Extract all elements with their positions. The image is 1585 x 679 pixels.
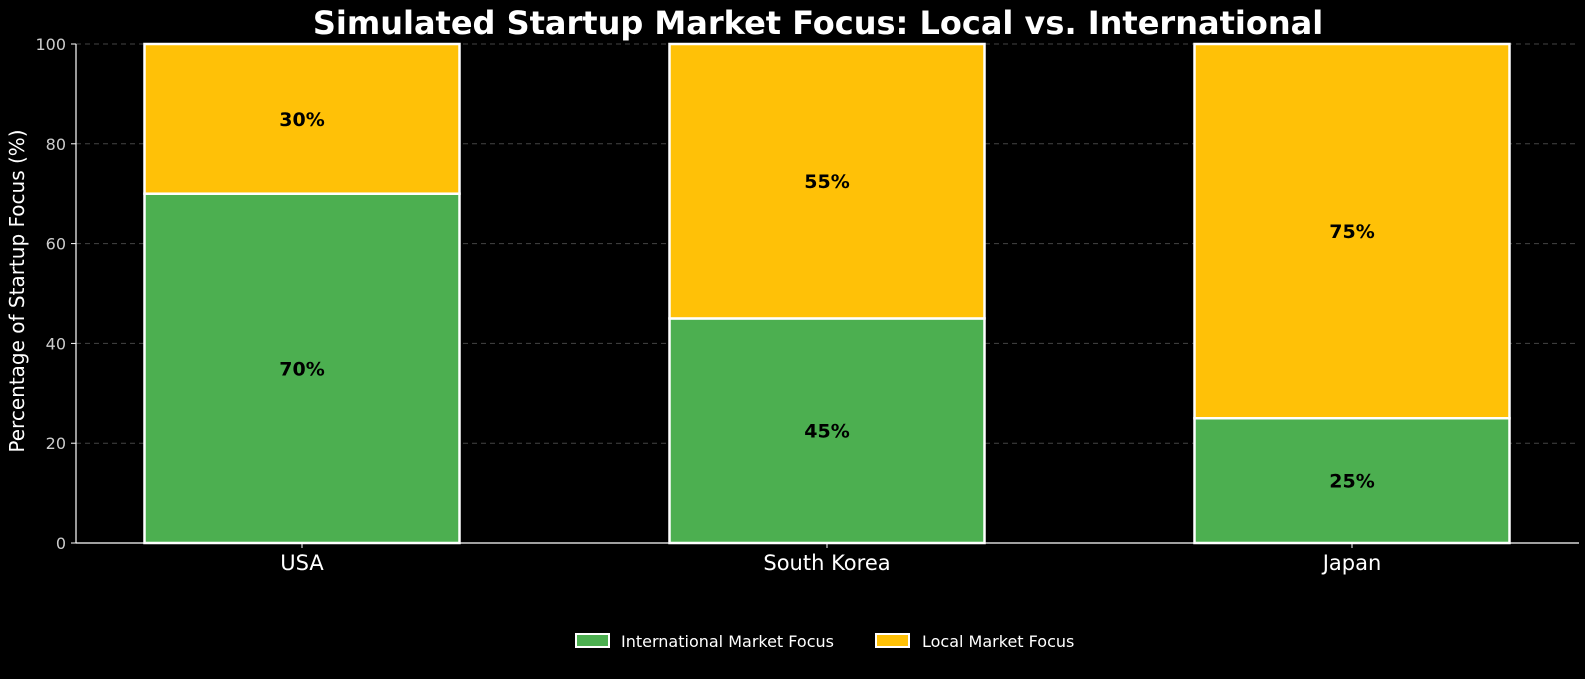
- y-tick-label: 0: [56, 534, 66, 553]
- legend-label: International Market Focus: [621, 632, 834, 651]
- legend-label: Local Market Focus: [922, 632, 1074, 651]
- data-labels: 70% 30% 45% 55% 25% 75%: [279, 109, 1374, 493]
- x-tick-label: Japan: [1321, 551, 1382, 575]
- legend: International Market Focus Local Market F…: [575, 632, 1074, 651]
- bar-international: [143, 192, 461, 545]
- y-tick-label: 20: [46, 434, 66, 453]
- bars: [143, 42, 1511, 545]
- x-tick-label: South Korea: [763, 551, 890, 575]
- axes: 0 20 40 60 80 100 USA South Korea Japan: [35, 35, 1579, 575]
- bar-local: [143, 42, 461, 195]
- y-tick-label: 100: [35, 35, 66, 54]
- bar-data-label: 45%: [804, 421, 849, 443]
- bar-international: [668, 317, 986, 545]
- y-axis-label: Percentage of Startup Focus (%): [5, 129, 29, 452]
- x-tick-label: USA: [280, 551, 324, 575]
- bar-data-label: 30%: [279, 109, 324, 131]
- bar-local: [668, 42, 986, 320]
- bar-data-label: 70%: [279, 358, 324, 380]
- y-tick-label: 40: [46, 334, 66, 353]
- bar-data-label: 25%: [1329, 471, 1374, 493]
- legend-swatch: [575, 633, 610, 648]
- y-tick-label: 80: [46, 135, 66, 154]
- bar-data-label: 55%: [804, 171, 849, 193]
- y-tick-label: 60: [46, 235, 66, 254]
- chart-title: Simulated Startup Market Focus: Local vs…: [313, 4, 1323, 42]
- legend-swatch: [875, 633, 910, 648]
- bar-local: [1193, 42, 1511, 420]
- bar-data-label: 75%: [1329, 221, 1374, 243]
